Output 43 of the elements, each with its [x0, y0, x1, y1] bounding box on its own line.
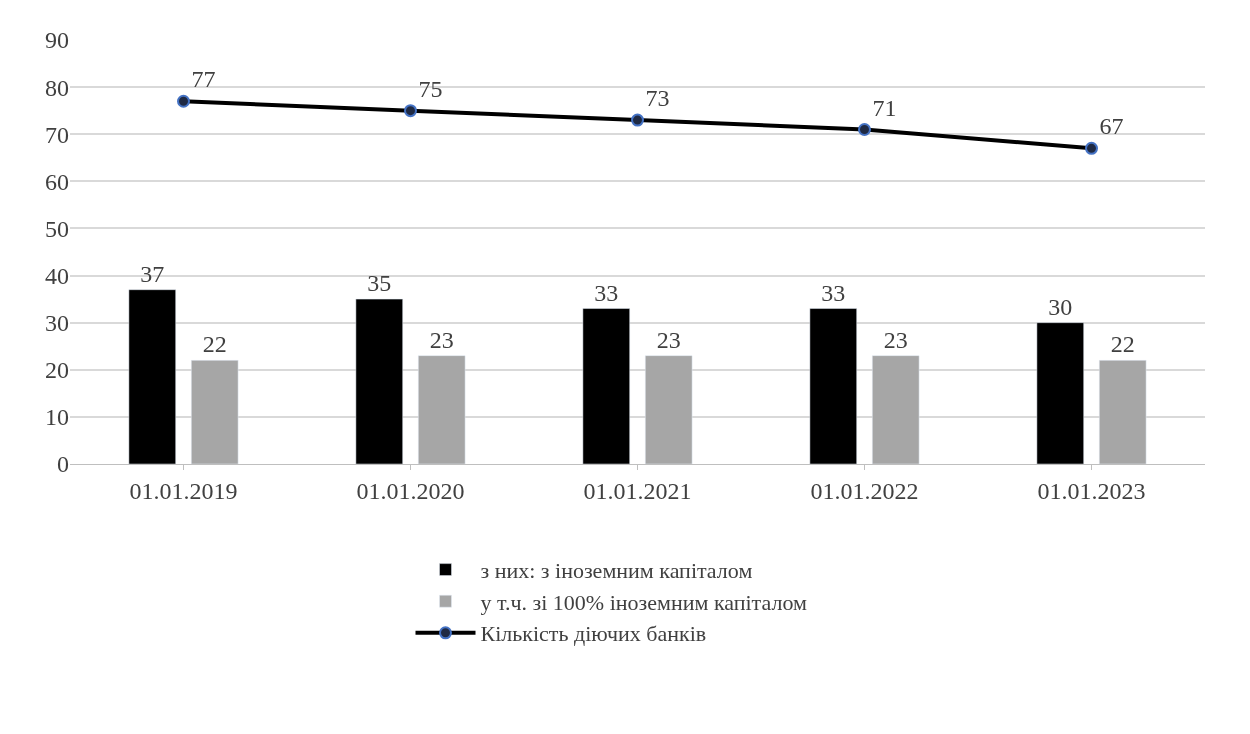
bar — [1099, 360, 1147, 464]
bar — [1036, 322, 1084, 464]
x-tick-label: 01.01.2023 — [1037, 477, 1146, 504]
y-tick-label: 30 — [45, 310, 69, 337]
bar — [355, 298, 403, 464]
data-label: 35 — [367, 270, 392, 297]
x-tick-label: 01.01.2022 — [810, 477, 919, 504]
bar — [191, 360, 239, 464]
bar — [418, 355, 466, 464]
data-label: 33 — [594, 279, 619, 306]
y-tick-label: 70 — [45, 121, 69, 148]
data-label: 73 — [645, 85, 670, 112]
bar — [809, 308, 857, 464]
legend-label: Кількість діючих банків — [480, 621, 707, 647]
bar — [645, 355, 693, 464]
data-label: 75 — [418, 75, 443, 102]
x-tick-label: 01.01.2020 — [356, 477, 465, 504]
legend-label: з них: з іноземним капіталом — [480, 558, 753, 584]
y-tick-label: 0 — [57, 451, 69, 478]
y-tick-label: 80 — [45, 74, 69, 101]
data-label: 23 — [883, 326, 908, 353]
data-label: 77 — [191, 66, 216, 93]
bar — [872, 355, 920, 464]
x-tick-label: 01.01.2019 — [129, 477, 238, 504]
y-tick-label: 90 — [45, 27, 69, 54]
data-label: 33 — [821, 279, 846, 306]
y-tick-label: 40 — [45, 262, 69, 289]
y-tick-label: 20 — [45, 357, 69, 384]
x-tick-label: 01.01.2021 — [583, 477, 692, 504]
y-tick-label: 60 — [45, 168, 69, 195]
data-label: 67 — [1099, 113, 1124, 140]
bar — [128, 289, 176, 464]
data-label: 23 — [656, 326, 681, 353]
y-tick-label: 50 — [45, 215, 69, 242]
data-label: 22 — [202, 331, 227, 358]
data-label: 71 — [872, 94, 897, 121]
legend-label: у т.ч. зі 100% іноземним капіталом — [480, 589, 807, 615]
data-label: 37 — [140, 260, 165, 287]
data-label: 23 — [429, 326, 454, 353]
data-label: 22 — [1110, 331, 1135, 358]
y-tick-label: 10 — [45, 404, 69, 431]
data-label: 30 — [1048, 293, 1073, 320]
bar — [582, 308, 630, 464]
